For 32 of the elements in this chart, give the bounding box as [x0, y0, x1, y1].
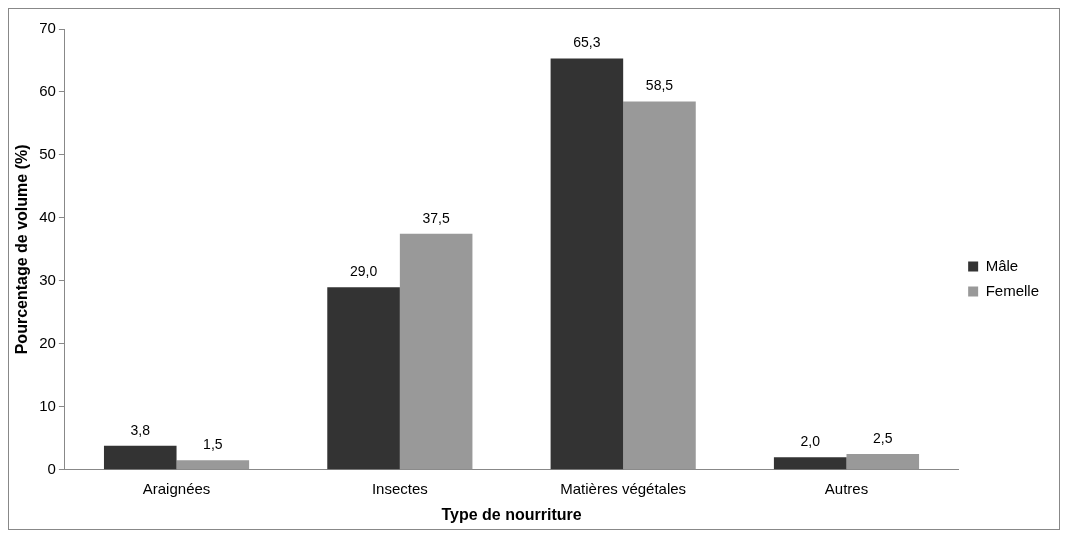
- bar: [103, 445, 177, 470]
- y-tick-label: 60: [39, 82, 56, 100]
- x-tick-label: Insectes: [371, 479, 428, 497]
- data-label: 2,0: [800, 433, 821, 450]
- y-tick-label: 0: [47, 459, 56, 477]
- y-tick-label: 20: [39, 334, 56, 351]
- y-tick-label: 50: [39, 145, 56, 163]
- data-label: 37,5: [422, 209, 450, 226]
- y-tick-label: 10: [39, 396, 56, 414]
- x-tick-label: Matières végétales: [560, 479, 687, 497]
- data-label: 2,5: [873, 429, 893, 446]
- data-label: 1,5: [203, 436, 223, 453]
- legend-label: Mâle: [985, 256, 1019, 274]
- data-label: 65,3: [573, 34, 601, 51]
- x-tick-label: Araignées: [142, 479, 211, 497]
- bar: [327, 287, 400, 470]
- bar: [846, 454, 920, 470]
- y-tick-label: 30: [39, 271, 56, 289]
- bar: [623, 101, 696, 470]
- data-label: 3,8: [130, 421, 151, 438]
- legend-label: Femelle: [985, 281, 1040, 299]
- data-label: 58,5: [645, 77, 674, 94]
- x-tick-label: Autres: [824, 479, 869, 497]
- bar: [176, 460, 250, 470]
- bar: [773, 457, 847, 470]
- y-tick-label: 70: [39, 19, 56, 37]
- data-label: 29,0: [349, 263, 378, 280]
- y-tick-label: 40: [39, 208, 56, 226]
- bar: [550, 58, 624, 470]
- x-axis-title: Type de nourriture: [441, 505, 582, 523]
- y-axis-title: Pourcentage de volume (%): [13, 144, 31, 355]
- bar: [399, 233, 473, 470]
